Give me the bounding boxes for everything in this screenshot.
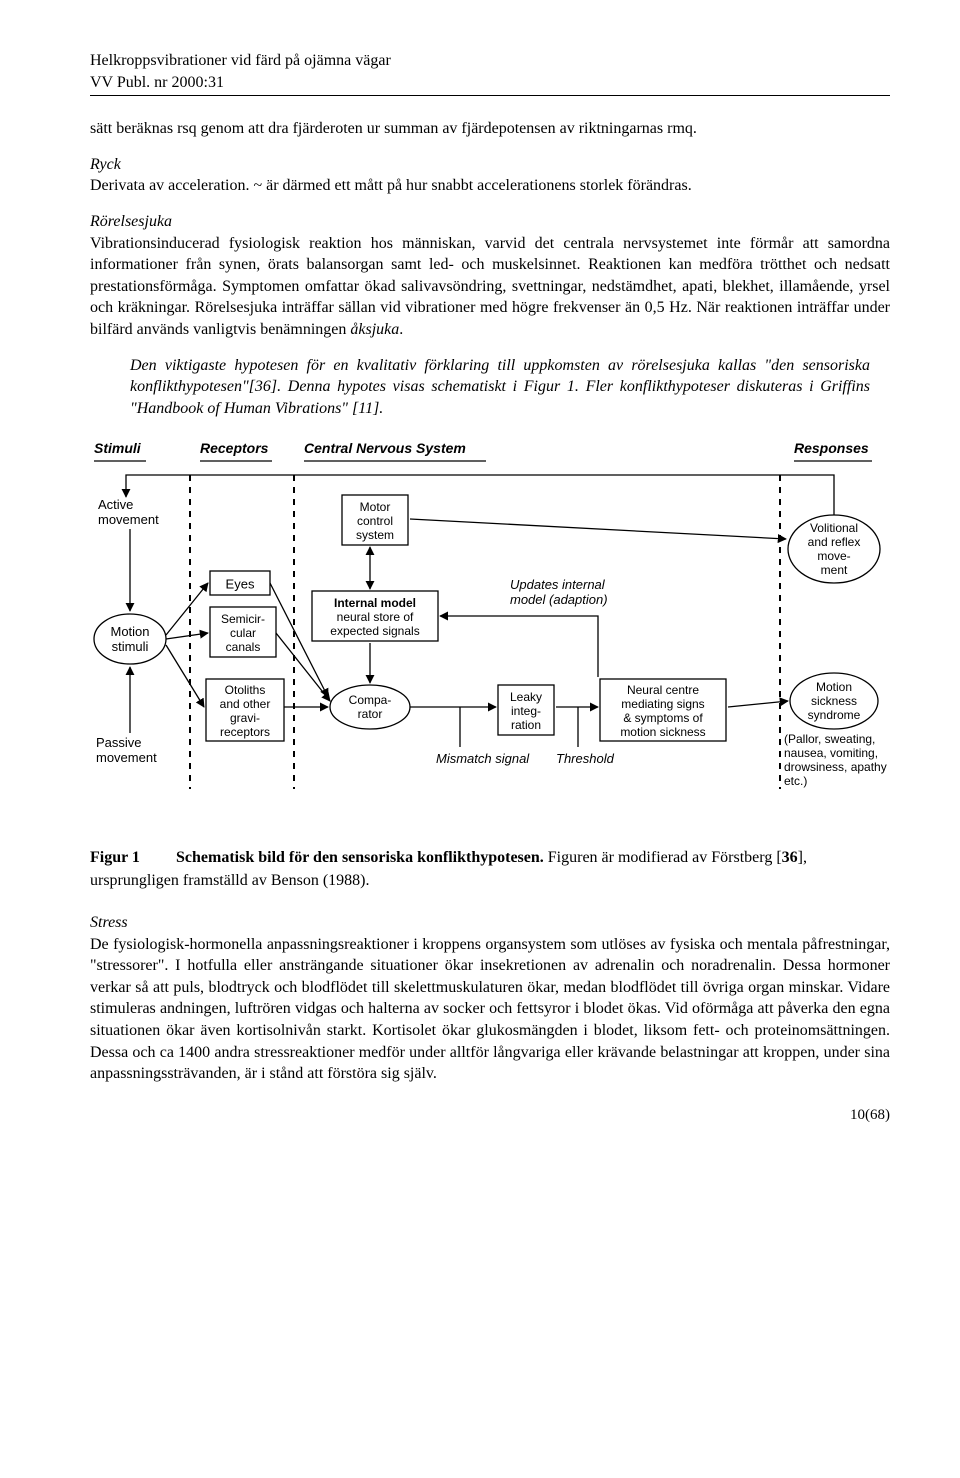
svg-text:sickness: sickness [811, 694, 857, 708]
svg-text:Responses: Responses [794, 440, 869, 456]
svg-text:Semicir-: Semicir- [221, 612, 265, 626]
blockquote-hypothesis: Den viktigaste hypotesen för en kvalitat… [130, 355, 890, 420]
figure-1-diagram: Stimuli Receptors Central Nervous System Re… [90, 439, 890, 829]
running-header-2: VV Publ. nr 2000:31 [90, 72, 890, 94]
svg-text:(Pallor, sweating,: (Pallor, sweating, [784, 732, 875, 746]
svg-text:expected signals: expected signals [330, 624, 419, 638]
svg-text:Threshold: Threshold [556, 751, 615, 766]
term-body-ryck: Derivata av acceleration. ~ är därmed et… [90, 175, 890, 197]
svg-text:integ-: integ- [511, 704, 541, 718]
svg-text:mediating signs: mediating signs [621, 697, 704, 711]
svg-text:Central Nervous System: Central Nervous System [304, 440, 466, 456]
svg-text:drowsiness, apathy: drowsiness, apathy [784, 760, 887, 774]
svg-text:rator: rator [358, 707, 383, 721]
svg-text:& symptoms of: & symptoms of [623, 711, 703, 725]
term-head-rorelsesjuka: Rörelsesjuka [90, 211, 890, 233]
svg-text:syndrome: syndrome [808, 708, 861, 722]
svg-text:receptors: receptors [220, 725, 270, 739]
figure-1-caption: Figur 1 Schematisk bild för den sensoris… [90, 847, 890, 892]
svg-text:Internal model: Internal model [334, 596, 416, 610]
term-head-ryck: Ryck [90, 154, 890, 176]
svg-text:ration: ration [511, 718, 541, 732]
svg-text:control: control [357, 514, 393, 528]
svg-text:Compa-: Compa- [349, 693, 392, 707]
svg-text:stimuli: stimuli [112, 639, 149, 654]
svg-text:Neural centre: Neural centre [627, 683, 699, 697]
svg-text:canals: canals [226, 640, 261, 654]
svg-text:gravi-: gravi- [230, 711, 260, 725]
svg-text:Eyes: Eyes [226, 577, 255, 592]
svg-text:Motion: Motion [816, 680, 852, 694]
svg-text:system: system [356, 528, 394, 542]
term-body-stress: De fysiologisk-hormonella anpassningsrea… [90, 934, 890, 1085]
svg-text:Mismatch signal: Mismatch signal [436, 751, 530, 766]
svg-text:Updates internal: Updates internal [510, 577, 606, 592]
svg-text:Stimuli: Stimuli [94, 440, 142, 456]
term-body-rorelsesjuka: Vibrationsinducerad fysiologisk reaktion… [90, 233, 890, 341]
svg-text:Active: Active [98, 497, 133, 512]
svg-text:cular: cular [230, 626, 256, 640]
svg-text:movement: movement [98, 512, 159, 527]
intro-paragraph: sätt beräknas rsq genom att dra fjärdero… [90, 118, 890, 140]
header-rule [90, 95, 890, 96]
svg-text:Leaky: Leaky [510, 690, 542, 704]
svg-text:neural store of: neural store of [337, 610, 414, 624]
svg-text:movement: movement [96, 750, 157, 765]
svg-text:etc.): etc.) [784, 774, 807, 788]
term-head-stress: Stress [90, 912, 890, 934]
svg-text:motion sickness: motion sickness [620, 725, 705, 739]
svg-text:and reflex: and reflex [808, 535, 861, 549]
svg-text:Motion: Motion [110, 624, 149, 639]
svg-text:Receptors: Receptors [200, 440, 269, 456]
svg-text:nausea, vomiting,: nausea, vomiting, [784, 746, 878, 760]
svg-text:Volitional: Volitional [810, 521, 858, 535]
svg-text:model (adaption): model (adaption) [510, 592, 608, 607]
svg-text:move-: move- [817, 549, 850, 563]
svg-text:and other: and other [220, 697, 271, 711]
svg-text:Motor: Motor [360, 500, 391, 514]
svg-text:Otoliths: Otoliths [225, 683, 266, 697]
page-number: 10(68) [90, 1105, 890, 1125]
svg-text:ment: ment [821, 563, 848, 577]
running-header-1: Helkroppsvibrationer vid färd på ojämna … [90, 50, 890, 72]
svg-text:Passive: Passive [96, 735, 142, 750]
